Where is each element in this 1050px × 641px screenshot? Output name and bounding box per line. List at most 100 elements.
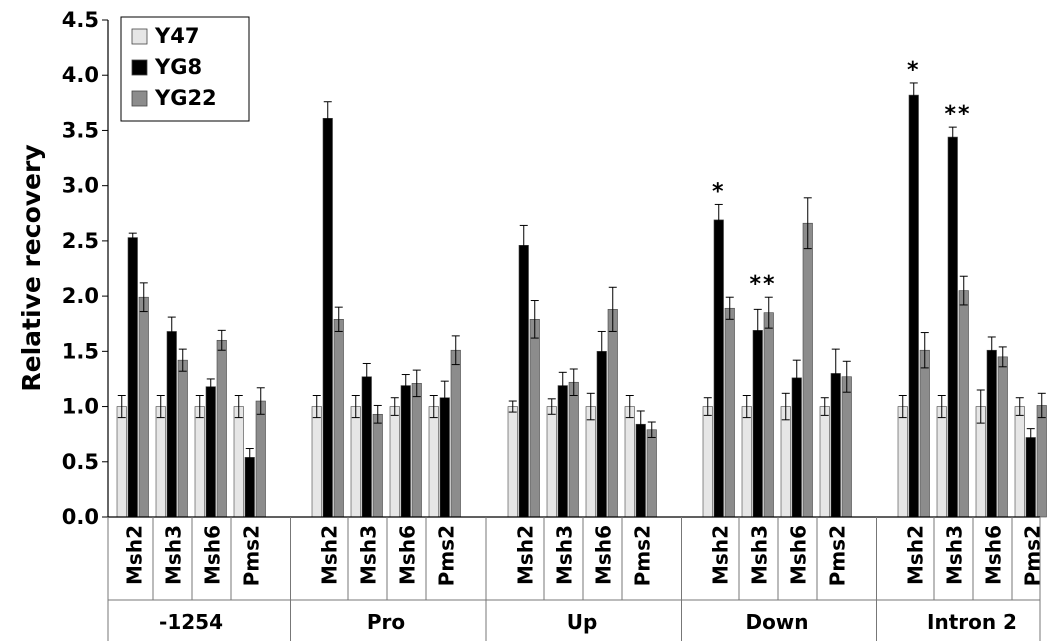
gene-label: Msh6 [201, 525, 225, 585]
gene-label: Msh3 [943, 525, 967, 585]
group-label: Pro [367, 610, 405, 634]
bar [233, 406, 244, 518]
legend-label: Y47 [154, 24, 199, 48]
significance-marker: * [907, 58, 921, 83]
significance-annotations: ****** [712, 58, 971, 297]
gene-label: Pms2 [240, 525, 264, 586]
bar [841, 376, 852, 518]
gene-label: Msh6 [982, 525, 1006, 585]
bar [1025, 437, 1036, 518]
bar [596, 351, 607, 518]
bar [1036, 405, 1047, 518]
significance-marker: ** [749, 272, 776, 297]
bar [624, 406, 635, 518]
bar [568, 381, 579, 518]
legend-label: YG8 [154, 55, 202, 79]
bar [166, 331, 177, 518]
legend-swatch [131, 28, 148, 45]
bar [947, 136, 958, 518]
bar [116, 406, 127, 518]
bar [333, 319, 344, 518]
bar [155, 406, 166, 518]
bar [997, 356, 1008, 518]
bar [635, 423, 646, 518]
y-tick-label: 0.0 [62, 505, 99, 529]
significance-marker: ** [944, 102, 971, 127]
bar [1014, 406, 1025, 518]
bar [607, 309, 618, 518]
y-tick-label: 1.0 [62, 395, 99, 419]
bar [216, 339, 227, 518]
bar [138, 296, 149, 518]
bar [791, 377, 802, 518]
legend-swatch [131, 90, 148, 107]
group-label: Up [567, 610, 598, 634]
bar [897, 406, 908, 518]
bar [400, 385, 411, 518]
gene-label: Msh2 [318, 525, 342, 585]
bar [255, 400, 266, 518]
axes-layer [107, 20, 1040, 518]
gene-label: Pms2 [826, 525, 850, 586]
gene-label: Msh6 [787, 525, 811, 585]
gene-label: Msh3 [553, 525, 577, 585]
bar [518, 245, 529, 518]
legend-swatch [131, 59, 148, 76]
bar [752, 330, 763, 518]
bar [936, 406, 947, 518]
bar [919, 349, 930, 518]
bar [986, 349, 997, 518]
bar [780, 406, 791, 518]
y-tick-label: 3.0 [62, 174, 99, 198]
gene-label: Pms2 [1021, 525, 1045, 586]
bar [546, 406, 557, 518]
bar [713, 219, 724, 518]
bar [646, 429, 657, 518]
bar [507, 406, 518, 518]
gene-label: Msh2 [123, 525, 147, 585]
x-axis-table: Msh2 Msh3 Msh6 Pms2 -1254 Msh2 Msh3 Msh6 Pms2 Pro… [107, 517, 1045, 641]
bars-layer [116, 94, 1047, 518]
bar [908, 94, 919, 518]
gene-label: Msh6 [592, 525, 616, 585]
y-tick-label: 2.0 [62, 284, 99, 308]
bar [428, 406, 439, 518]
bar [127, 237, 138, 518]
bar [450, 349, 461, 518]
bar [372, 413, 383, 518]
group-label: Intron 2 [927, 610, 1017, 634]
bar [763, 312, 774, 518]
gene-label: Msh3 [162, 525, 186, 585]
bar [311, 406, 322, 518]
y-tick-label: 0.5 [62, 450, 99, 474]
y-axis-ticks: 0.0 0.5 1.0 1.5 2.0 2.5 3.0 3.5 4.0 4.5 [62, 8, 108, 529]
error-bars-layer [117, 82, 1046, 467]
significance-marker: * [712, 179, 726, 204]
gene-label: Msh2 [514, 525, 538, 585]
y-axis-label: Relative recovery [17, 144, 46, 391]
bar [819, 406, 830, 518]
y-tick-label: 4.0 [62, 63, 99, 87]
bar [439, 397, 450, 518]
group-label: Down [745, 610, 808, 634]
bar [350, 406, 361, 518]
bar [177, 359, 188, 518]
bar [529, 319, 540, 518]
bar [585, 406, 596, 518]
gene-label: Msh3 [748, 525, 772, 585]
gene-label: Pms2 [435, 525, 459, 586]
bar [389, 406, 400, 518]
gene-label: Msh2 [709, 525, 733, 585]
bar [741, 406, 752, 518]
bar [802, 222, 813, 518]
gene-label: Pms2 [631, 525, 655, 586]
y-tick-label: 4.5 [62, 8, 99, 32]
bar [724, 307, 735, 518]
bar [557, 385, 568, 518]
bar [205, 386, 216, 518]
y-tick-label: 1.5 [62, 339, 99, 363]
legend-label: YG22 [154, 86, 217, 110]
bar [958, 290, 969, 518]
legend: Y47 YG8 YG22 [120, 16, 250, 122]
